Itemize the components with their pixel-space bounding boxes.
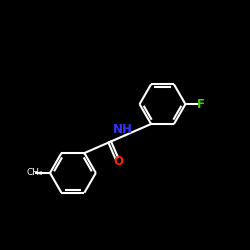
Text: O: O: [113, 155, 123, 168]
Text: NH: NH: [113, 123, 133, 136]
Text: CH₃: CH₃: [26, 168, 43, 177]
Text: F: F: [196, 98, 204, 111]
